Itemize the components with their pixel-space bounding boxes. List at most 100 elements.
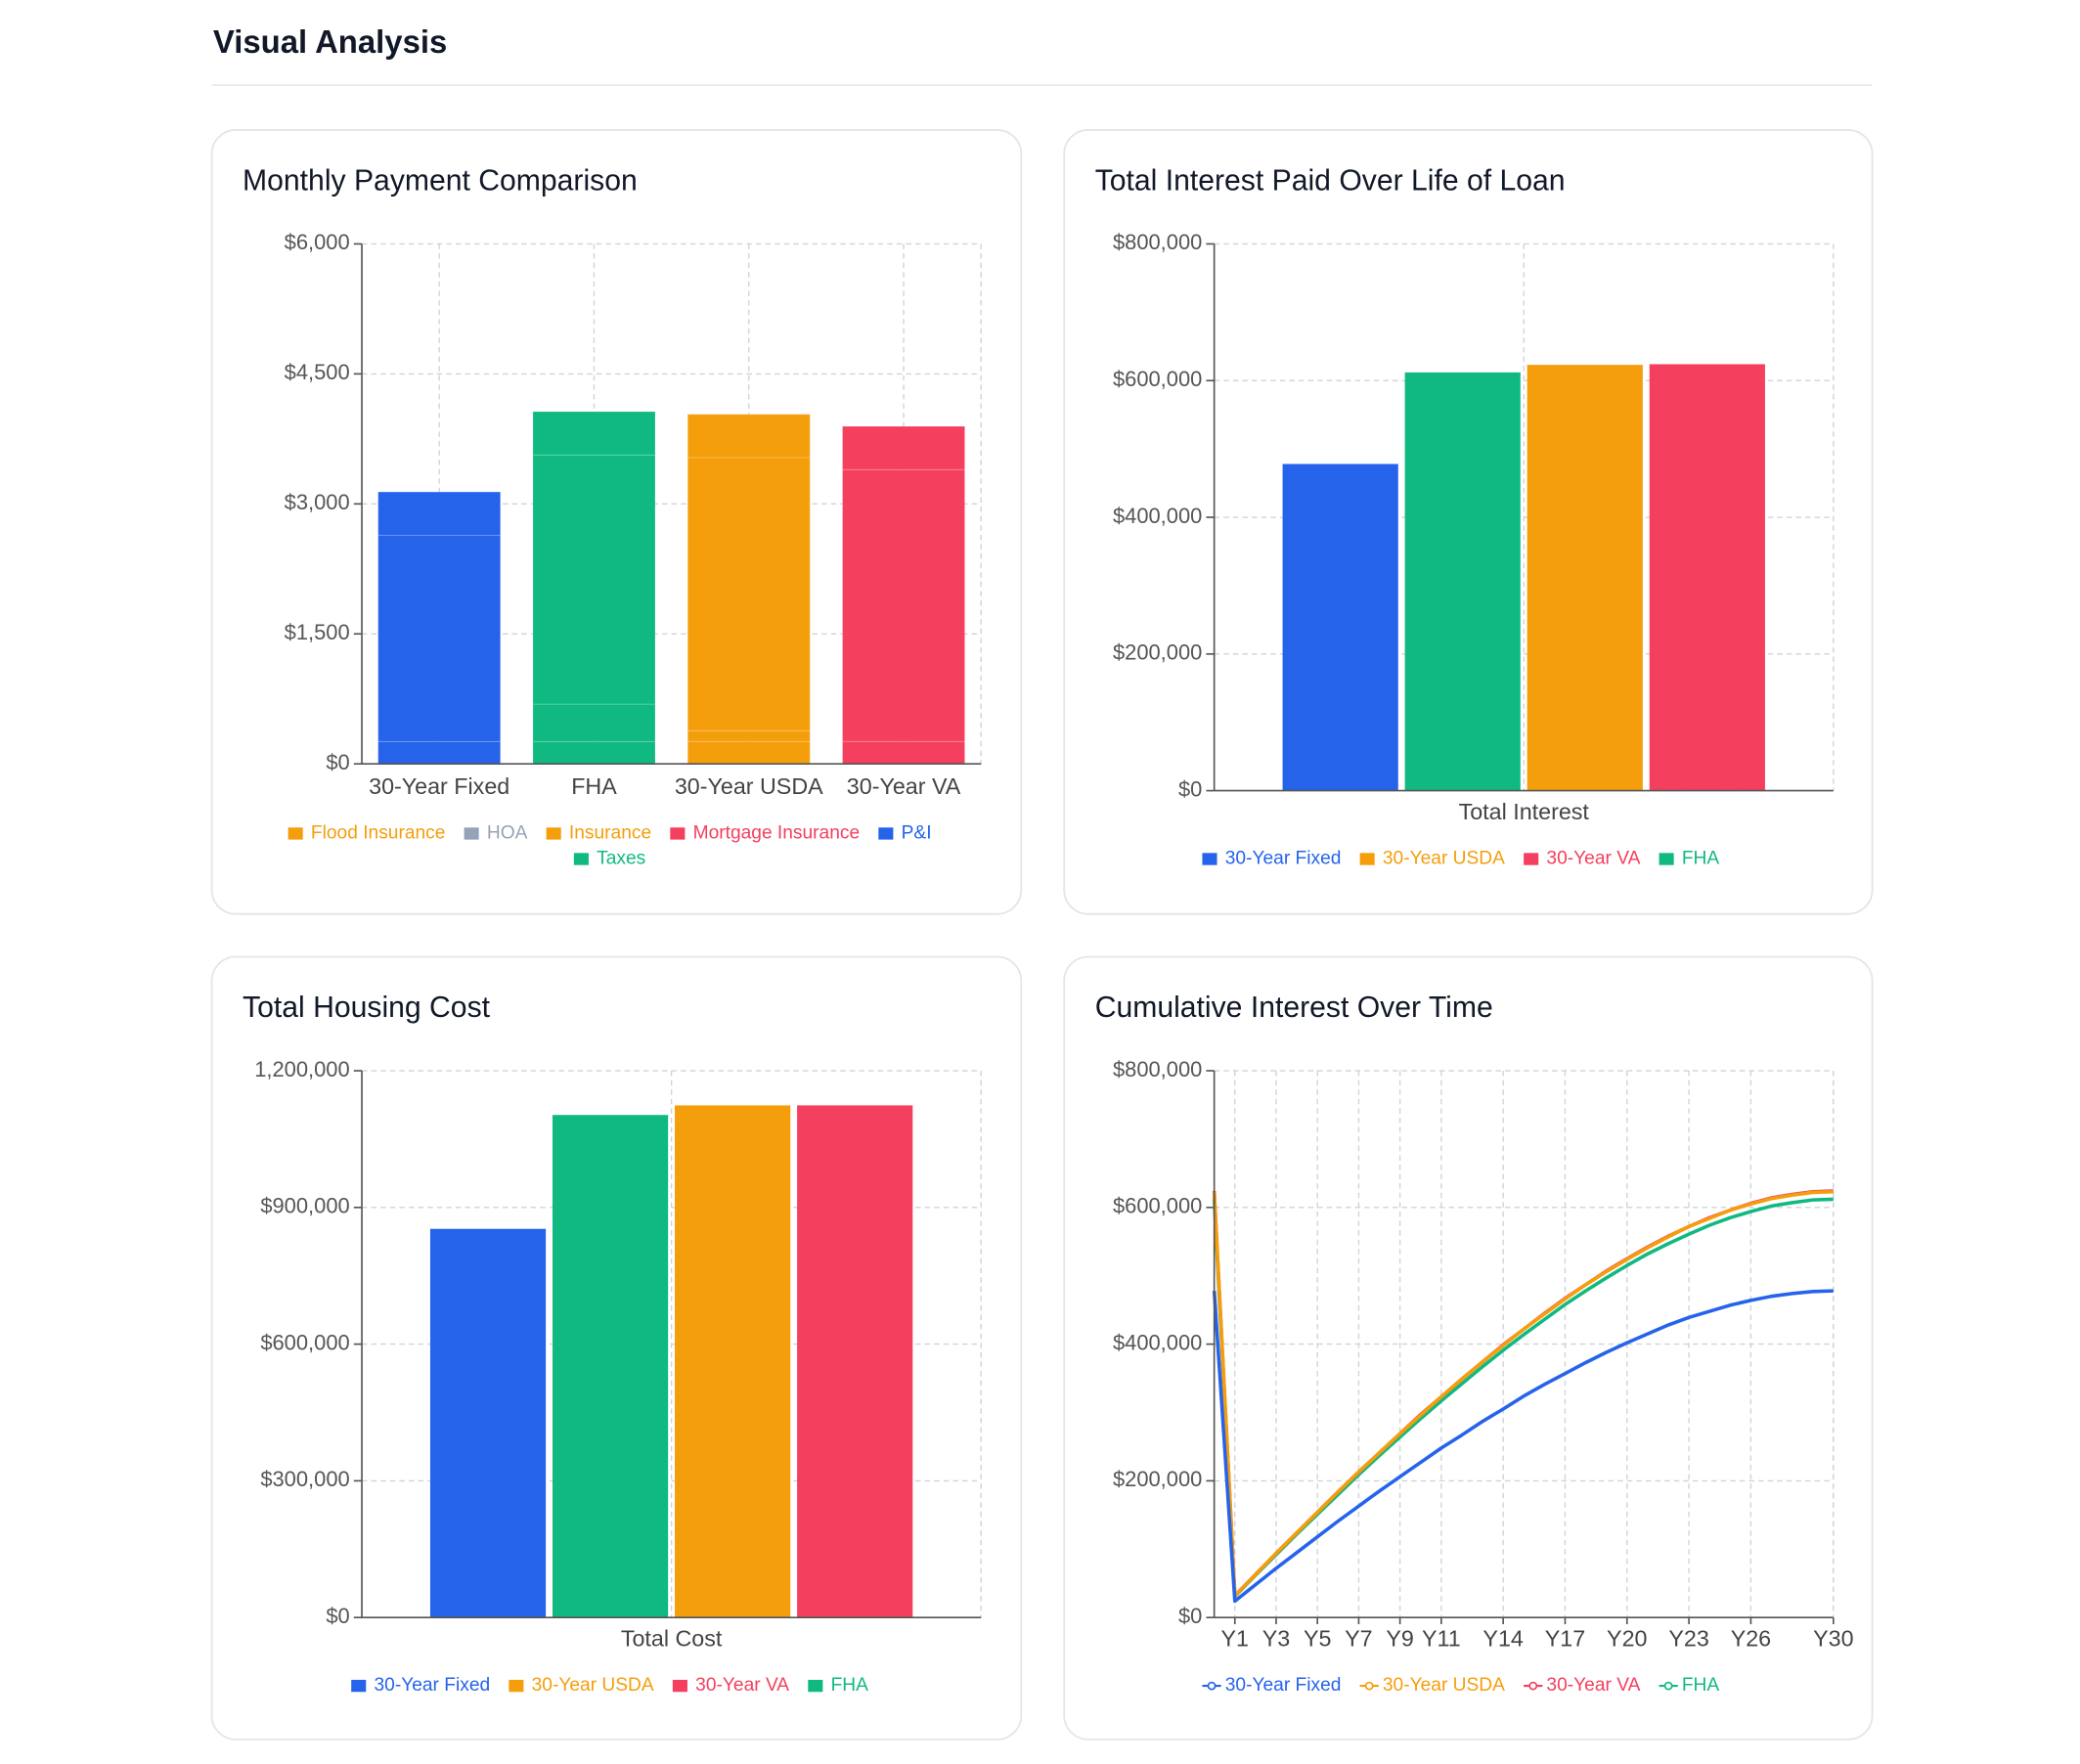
legend-label: 30-Year Fixed: [374, 1675, 490, 1696]
legend-swatch: [672, 1679, 687, 1693]
legend-swatch: [1524, 853, 1539, 865]
y-tick-label: $900,000: [260, 1194, 349, 1218]
legend-icon: [1528, 1681, 1538, 1691]
legend-label: HOA: [487, 823, 528, 844]
legend-label: Insurance: [569, 823, 651, 844]
y-tick-label: $200,000: [1113, 640, 1202, 665]
legend-swatch: [670, 827, 686, 840]
bar-segment: [686, 414, 811, 459]
legend-label: FHA: [1682, 849, 1720, 869]
bar: [1649, 364, 1765, 791]
x-tick-label: Total Interest: [1459, 799, 1590, 824]
legend-label: 30-Year USDA: [1383, 1675, 1505, 1696]
legend-row: 30-Year Fixed 30-Year USDA 30-Year VA FHA: [1202, 1675, 1719, 1696]
x-tick-label: Y11: [1422, 1626, 1461, 1652]
legend-label: 30-Year USDA: [1383, 849, 1505, 869]
legend-item: FHA: [808, 1675, 868, 1696]
y-tick-label: $600,000: [260, 1330, 349, 1354]
legend-item: FHA: [1659, 849, 1720, 869]
legend-row: Taxes: [573, 849, 645, 869]
y-tick-label: $0: [1178, 1604, 1202, 1628]
y-tick-label: $1,500: [285, 620, 350, 644]
chart-card: [1063, 955, 1874, 1741]
bar-segment: [532, 411, 656, 456]
x-tick-label: 30-Year VA: [847, 773, 961, 799]
bar-segment: [532, 740, 656, 765]
x-tick-label: Y23: [1668, 1626, 1708, 1652]
y-tick-label: $0: [326, 1604, 349, 1628]
bar: [797, 1105, 913, 1618]
legend-label: 30-Year VA: [1546, 849, 1640, 869]
legend-swatch: [509, 1679, 524, 1693]
x-tick-label: Y20: [1607, 1626, 1647, 1652]
legend-row: Flood Insurance HOA Insurance Mortgage Insu…: [288, 823, 932, 844]
x-tick-label: 30-Year USDA: [675, 773, 823, 799]
legend-swatch: [351, 1679, 367, 1693]
y-tick-label: $200,000: [1113, 1467, 1202, 1491]
bar-segment: [841, 425, 966, 470]
bar-segment: [841, 468, 966, 742]
bar: [552, 1115, 669, 1618]
y-tick-label: $600,000: [1113, 1194, 1202, 1218]
bar-segment: [841, 740, 966, 765]
y-tick-label: $800,000: [1113, 230, 1202, 254]
y-tick-label: $300,000: [260, 1467, 349, 1491]
legend-item: 30-Year USDA: [1359, 1675, 1505, 1696]
y-tick-label: $6,000: [285, 230, 350, 254]
x-tick-label: Y3: [1262, 1626, 1290, 1652]
bar-segment: [686, 740, 811, 765]
legend-label: 30-Year USDA: [532, 1675, 654, 1696]
chart-title: Monthly Payment Comparison: [243, 164, 638, 197]
legend-swatch: [288, 827, 303, 840]
bar: [675, 1105, 791, 1618]
x-tick-label: Y5: [1304, 1626, 1331, 1652]
legend-item: 30-Year Fixed: [1202, 849, 1341, 869]
legend-item: 30-Year VA: [1524, 849, 1641, 869]
y-tick-label: $400,000: [1113, 504, 1202, 528]
line-series: [1212, 1289, 1834, 1604]
chart-title: Total Housing Cost: [243, 992, 491, 1024]
x-tick-label: Total Cost: [621, 1626, 723, 1652]
legend-item: FHA: [1659, 1675, 1720, 1696]
legend-label: 30-Year Fixed: [1225, 1675, 1342, 1696]
legend-swatch: [878, 827, 894, 840]
legend-label: 30-Year Fixed: [1225, 849, 1342, 869]
legend-label: Taxes: [597, 849, 645, 869]
section-title: Visual Analysis: [213, 23, 447, 60]
legend-swatch: [808, 1679, 823, 1693]
legend-item: Flood Insurance: [288, 823, 445, 844]
bar-segment: [532, 703, 656, 742]
line-series: [1212, 1189, 1834, 1598]
bar: [1282, 463, 1398, 791]
bar-segment: [377, 534, 502, 742]
x-tick-label: Y1: [1221, 1626, 1249, 1652]
chart-title: Total Interest Paid Over Life of Loan: [1095, 164, 1566, 197]
legend-icon: [1207, 1681, 1217, 1691]
legend-icon: [1663, 1681, 1673, 1691]
chart-title: Cumulative Interest Over Time: [1095, 992, 1493, 1024]
y-tick-label: $600,000: [1113, 367, 1202, 391]
y-tick-label: $0: [326, 750, 349, 774]
legend-swatch: [546, 827, 561, 840]
legend-label: 30-Year VA: [695, 1675, 789, 1696]
bar: [429, 1228, 547, 1618]
bar-segment: [377, 491, 502, 536]
legend-item: Mortgage Insurance: [670, 823, 860, 844]
legend-item: 30-Year Fixed: [351, 1675, 490, 1696]
bar-segment: [686, 729, 811, 742]
legend-item: 30-Year USDA: [509, 1675, 654, 1696]
legend-item: HOA: [464, 823, 528, 844]
legend-item: 30-Year VA: [672, 1675, 789, 1696]
legend-label: FHA: [831, 1675, 869, 1696]
legend-label: P&I: [902, 823, 932, 844]
legend-label: 30-Year VA: [1546, 1675, 1640, 1696]
legend-row: 30-Year Fixed 30-Year USDA 30-Year VA FHA: [1202, 849, 1719, 869]
legend-label: FHA: [1682, 1675, 1720, 1696]
legend-item: 30-Year USDA: [1359, 849, 1505, 869]
legend-swatch: [573, 853, 589, 865]
x-tick-label: Y30: [1813, 1626, 1853, 1652]
legend-row: 30-Year Fixed 30-Year USDA 30-Year VA FHA: [351, 1675, 868, 1696]
x-tick-label: FHA: [571, 773, 617, 799]
